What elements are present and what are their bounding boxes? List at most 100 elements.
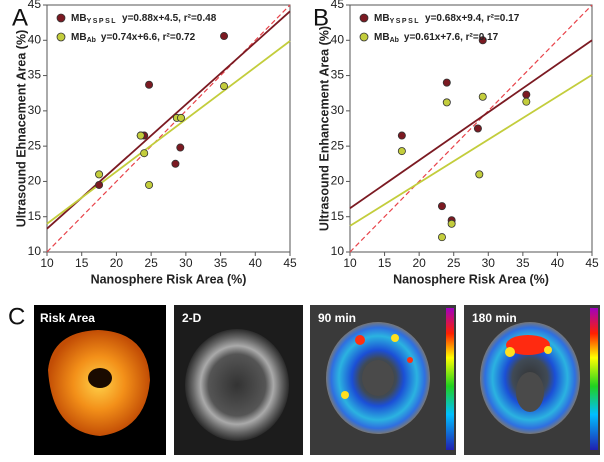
chart: 10 15 20 25 30 35 40 45 10 15 20 25 30 35 40 45 Nanosphe… <box>317 0 599 286</box>
data-point <box>437 202 446 211</box>
legend-marker <box>56 13 66 23</box>
image-label: Risk Area <box>40 311 95 325</box>
x-tick-label: 25 <box>447 256 461 270</box>
y-tick-label: 15 <box>331 209 345 223</box>
data-point <box>522 90 531 99</box>
x-tick-label: 20 <box>412 256 426 270</box>
image-risk-area: Risk Area <box>34 305 166 455</box>
y-tick-label: 45 <box>28 0 42 11</box>
y-tick-label: 45 <box>331 0 345 11</box>
data-point <box>397 147 406 156</box>
data-point <box>95 170 104 179</box>
legend-subscript: Ab <box>87 37 96 44</box>
data-point <box>171 159 180 168</box>
data-point <box>220 32 229 41</box>
panel-letter: C <box>8 303 25 330</box>
y-tick-label: 10 <box>331 244 345 258</box>
y-tick-label: 20 <box>28 174 42 188</box>
legend-equation: y=0.61x+7.6, r²=0.17 <box>404 32 499 43</box>
x-tick-label: 40 <box>249 256 263 270</box>
identity-line <box>46 4 291 253</box>
chart: 10 15 20 25 30 35 40 45 10 15 20 25 30 35 40 45 Nanosphe… <box>14 0 297 286</box>
legend-subscript: YSPSL <box>87 18 117 25</box>
y-tick-label: 25 <box>28 138 42 152</box>
data-point <box>145 180 154 189</box>
legend-equation: y=0.88x+4.5, r²=0.48 <box>122 13 217 24</box>
legend-name: MB <box>71 13 87 24</box>
legend-name: MB <box>374 13 390 24</box>
data-point <box>176 143 185 152</box>
x-tick-label: 30 <box>179 256 193 270</box>
data-point <box>397 131 406 140</box>
y-tick-label: 25 <box>331 138 345 152</box>
data-point <box>522 97 531 106</box>
x-tick-label: 15 <box>75 256 89 270</box>
identity-line <box>349 4 593 253</box>
fit-line <box>349 74 593 227</box>
x-tick-label: 35 <box>516 256 530 270</box>
y-tick-label: 35 <box>331 68 345 82</box>
panel-letter: B <box>313 4 329 31</box>
data-point <box>478 36 487 45</box>
y-tick-label: 40 <box>28 32 42 46</box>
x-tick-label: 45 <box>585 256 599 270</box>
y-tick-label: 35 <box>28 68 42 82</box>
legend-subscript: Ab <box>390 37 399 44</box>
data-point <box>437 233 446 242</box>
image-label: 2-D <box>182 311 202 325</box>
y-tick-label: 40 <box>331 32 345 46</box>
legend-subscript: YSPSL <box>390 18 420 25</box>
fit-line <box>46 40 291 225</box>
data-point <box>176 113 185 122</box>
legend-name: MB <box>374 32 390 43</box>
data-point <box>442 98 451 107</box>
fit-line <box>349 39 593 209</box>
legend-name: MB <box>71 32 87 43</box>
plot-frame <box>349 4 593 253</box>
x-axis-title: Nanosphere Risk Area (%) <box>393 272 549 286</box>
image-2d: 2-D <box>174 305 303 455</box>
image-90-min: 90 min <box>310 305 456 455</box>
x-tick-label: 10 <box>343 256 357 270</box>
legend-marker <box>359 13 369 23</box>
x-tick-label: 10 <box>40 256 54 270</box>
panel-letter: A <box>12 4 28 31</box>
y-tick-label: 10 <box>28 244 42 258</box>
x-tick-label: 40 <box>551 256 565 270</box>
y-tick-label: 15 <box>28 209 42 223</box>
data-point <box>442 78 451 87</box>
legend-entry: MBAb y=0.61x+7.6, r²=0.17 <box>374 32 499 44</box>
legend-equation: y=0.74x+6.6, r²=0.72 <box>101 32 196 43</box>
legend-marker <box>359 32 369 42</box>
data-point <box>475 170 484 179</box>
x-tick-label: 45 <box>283 256 297 270</box>
plot-frame <box>46 4 291 253</box>
data-point <box>447 219 456 228</box>
legend-entry: MBAb y=0.74x+6.6, r²=0.72 <box>71 32 196 44</box>
data-point <box>220 82 229 91</box>
data-point <box>145 80 154 89</box>
data-point <box>95 180 104 189</box>
data-point <box>136 131 145 140</box>
x-axis-title: Nanosphere Risk Area (%) <box>91 272 247 286</box>
image-180-min: 180 min <box>464 305 600 455</box>
image-label: 90 min <box>318 311 356 325</box>
x-tick-label: 30 <box>482 256 496 270</box>
x-tick-label: 25 <box>144 256 158 270</box>
y-tick-label: 20 <box>331 174 345 188</box>
y-tick-label: 30 <box>28 103 42 117</box>
data-point <box>478 92 487 101</box>
y-axis-title: Ultrasound Enhancement Area (%) <box>317 26 331 231</box>
x-tick-label: 15 <box>378 256 392 270</box>
data-point <box>473 124 482 133</box>
data-point <box>140 149 149 158</box>
image-label: 180 min <box>472 311 517 325</box>
y-axis-title: Ultrasound Ehnacement Area (%) <box>14 30 28 228</box>
y-tick-label: 30 <box>331 103 345 117</box>
x-tick-label: 20 <box>110 256 124 270</box>
legend-entry: MBYSPSL y=0.68x+9.4, r²=0.17 <box>374 13 520 25</box>
legend-equation: y=0.68x+9.4, r²=0.17 <box>425 13 520 24</box>
legend-entry: MBYSPSL y=0.88x+4.5, r²=0.48 <box>71 13 217 25</box>
legend-marker <box>56 32 66 42</box>
